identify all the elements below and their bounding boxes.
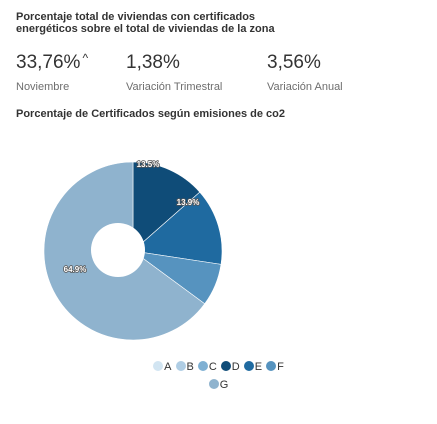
pie-slice-e[interactable]	[132, 191, 223, 265]
stat-label-november: Noviembre	[16, 81, 70, 93]
data-label-e: 13.9%	[177, 198, 200, 207]
legend-dot-icon	[243, 361, 254, 371]
stat-value-annual-variation: 3,56%	[267, 52, 321, 73]
pie-slice-d[interactable]	[132, 161, 201, 252]
legend-item-a[interactable]: A	[153, 360, 172, 374]
chart-legend: A B C D E F	[0, 360, 437, 374]
legend-item-d[interactable]: D	[220, 360, 240, 374]
legend-dot-icon	[220, 361, 231, 371]
data-label-g: 64.9%	[64, 265, 87, 274]
legend-item-c[interactable]: C	[197, 360, 217, 374]
legend-item-f[interactable]: F	[266, 360, 284, 374]
legend-item-b[interactable]: B	[175, 360, 194, 374]
legend-dot-icon	[153, 361, 164, 371]
chart-title-co2-emissions: Porcentaje de Certificados según emision…	[16, 108, 285, 120]
pie-center-hole	[91, 223, 145, 277]
legend-label: E	[254, 361, 263, 373]
caret-up-icon: ^	[82, 51, 89, 65]
legend-item-e[interactable]: E	[243, 360, 263, 374]
legend-label: F	[277, 361, 284, 373]
legend-label: C	[208, 361, 217, 373]
stat-label-annual-variation: Variación Anual	[267, 81, 343, 93]
legend-label: A	[164, 361, 172, 373]
chart-legend-row-2: G	[0, 378, 437, 392]
chart-title-certificates-total: Porcentaje total de viviendas con certif…	[16, 11, 275, 35]
stat-value-november: 33,76% ^	[16, 51, 89, 75]
data-label-d: 13.5%	[137, 160, 160, 169]
stat-value-november-text: 33,76%	[16, 52, 81, 73]
legend-item-g[interactable]: G	[208, 378, 229, 392]
legend-dot-icon	[175, 361, 186, 371]
legend-dot-icon	[208, 379, 219, 389]
stat-label-quarterly-variation: Variación Trimestral	[126, 81, 223, 93]
legend-label: D	[231, 361, 240, 373]
legend-dot-icon	[197, 361, 208, 371]
stat-value-quarterly-variation: 1,38%	[126, 52, 180, 73]
legend-dot-icon	[266, 361, 277, 371]
legend-label: G	[219, 379, 229, 391]
legend-label: B	[186, 361, 194, 373]
